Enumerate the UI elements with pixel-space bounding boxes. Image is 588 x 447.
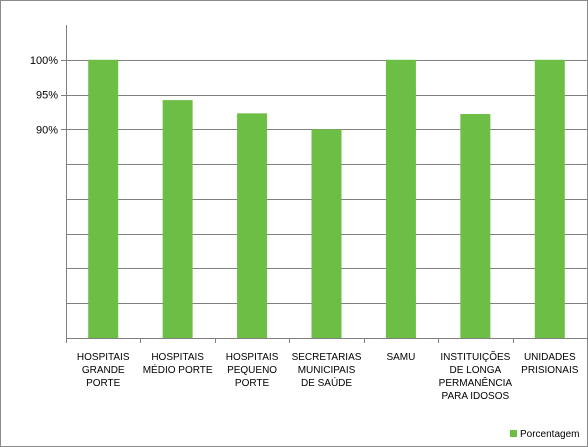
x-tick-label: HOSPITAIS xyxy=(77,352,130,363)
x-tick-label: PORTE xyxy=(86,378,121,389)
x-tick-label: GRANDE xyxy=(82,365,125,376)
x-tick-label: DE SAÚDE xyxy=(301,376,352,389)
x-tick-label: MUNICIPAIS xyxy=(298,365,356,376)
bars xyxy=(88,59,565,339)
x-tick-label: UNIDADES xyxy=(524,352,576,363)
y-tick-labels: 100% 95% 90% xyxy=(30,55,58,137)
bar xyxy=(311,129,342,338)
x-tick-label: HOSPITAIS xyxy=(151,352,204,363)
legend: Porcentagem xyxy=(510,429,579,440)
x-tick-label: PEQUENO xyxy=(227,365,277,376)
bar xyxy=(162,100,193,339)
x-tick-label: PORTE xyxy=(235,378,270,389)
y-tick-label: 100% xyxy=(30,55,58,67)
bar xyxy=(460,114,491,338)
bar xyxy=(534,59,565,339)
x-tick-label: PRISIONAIS xyxy=(521,365,579,376)
y-tick-label: 95% xyxy=(36,90,58,102)
y-tick-label: 90% xyxy=(36,124,58,136)
x-tick-label: SECRETARIAS xyxy=(292,352,362,363)
bar xyxy=(385,59,416,339)
x-tick-label: DE LONGA xyxy=(450,365,502,376)
x-tick-label: PERMANÊNCIA xyxy=(439,376,513,389)
x-tick-label: INSTITUIÇÕES xyxy=(440,350,510,363)
legend-swatch xyxy=(510,430,517,437)
x-tick-label: SAMU xyxy=(386,352,415,363)
x-tick-label: HOSPITAIS xyxy=(226,352,279,363)
bar xyxy=(88,59,119,339)
x-tick-label: MÉDIO PORTE xyxy=(143,363,213,376)
bar xyxy=(237,113,268,338)
x-tick-label: PARA IDOSOS xyxy=(442,391,510,402)
legend-label: Porcentagem xyxy=(520,429,579,440)
